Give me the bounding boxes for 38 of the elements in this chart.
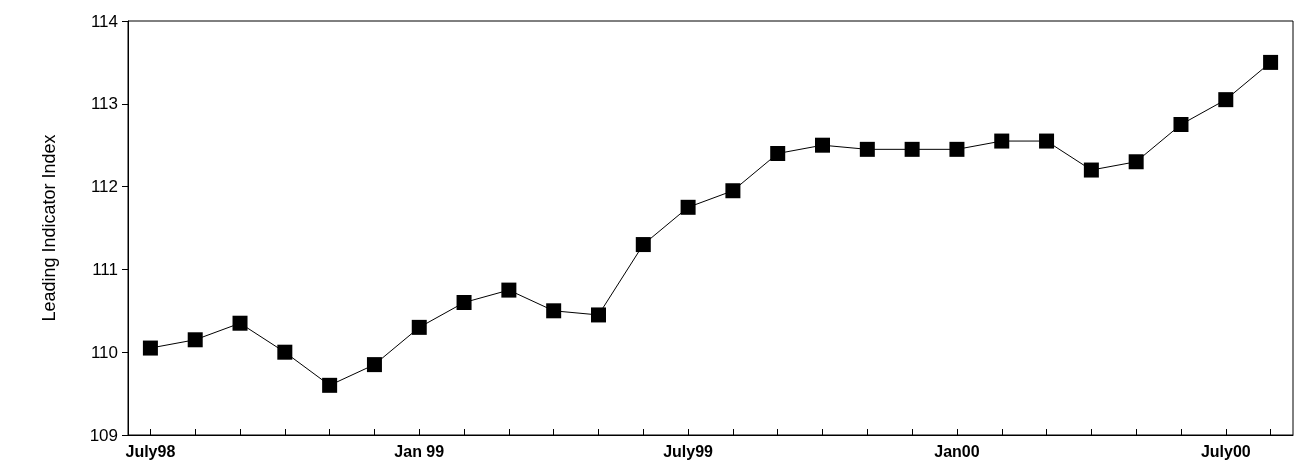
point (680, 199, 696, 215)
x-tick-label: July99 (663, 442, 714, 460)
point (1263, 54, 1279, 70)
point (859, 141, 875, 157)
y-tick-label: 110 (90, 342, 118, 362)
point (949, 141, 965, 157)
point (232, 315, 248, 331)
point (904, 141, 920, 157)
point (501, 282, 517, 298)
point (546, 303, 562, 319)
y-tick-label: 112 (90, 177, 118, 197)
y-tick-label: 109 (89, 425, 118, 445)
x-tick-label: July00 (1200, 442, 1251, 460)
point (366, 357, 382, 373)
y-tick-label: 111 (92, 259, 118, 279)
x-tick-label: Jan00 (934, 442, 980, 460)
y-axis-title: Leading Indicator Index (39, 134, 59, 322)
point (142, 340, 158, 356)
point (1173, 117, 1189, 132)
point (1039, 133, 1055, 149)
point (456, 295, 472, 311)
x-tick-label: July98 (125, 442, 176, 460)
y-tick-label: 113 (90, 94, 118, 114)
point (187, 332, 203, 348)
point (994, 133, 1010, 149)
point (635, 237, 651, 253)
point (725, 183, 741, 199)
y-tick-label: 114 (90, 11, 118, 31)
point (1083, 162, 1099, 178)
point (322, 377, 338, 393)
point (770, 145, 786, 161)
point (1128, 154, 1144, 170)
point (590, 307, 606, 323)
x-tick-label: Jan 99 (394, 442, 445, 460)
point (411, 319, 427, 335)
point (277, 344, 293, 360)
point (1218, 92, 1234, 108)
point (815, 137, 831, 153)
